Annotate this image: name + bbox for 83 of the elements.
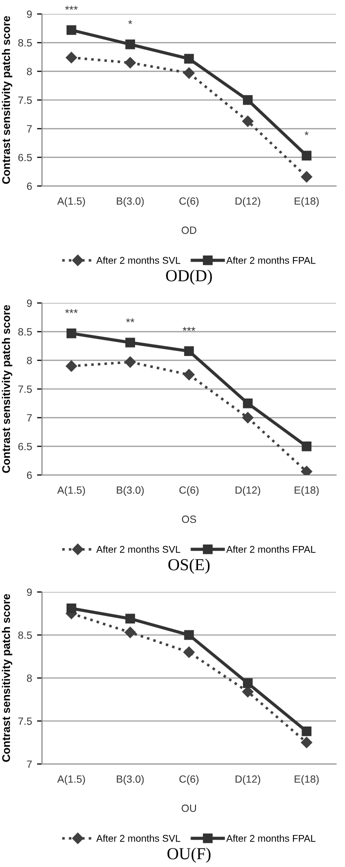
point <box>300 736 312 748</box>
point <box>184 346 194 356</box>
y-tick-label: 6 <box>27 182 32 190</box>
annotation: *** <box>65 309 78 314</box>
x-axis-title: OU <box>182 804 196 812</box>
annotation: *** <box>65 6 78 10</box>
y-tick-label: 8 <box>26 356 32 364</box>
point <box>66 25 76 35</box>
legend-label: After 2 months FPAL <box>226 546 316 553</box>
point <box>300 171 312 182</box>
y-axis-title: Contrast sensitivity patch score <box>2 16 12 184</box>
point <box>300 466 312 475</box>
point <box>302 726 312 736</box>
annotation: ** <box>126 318 134 322</box>
x-tick-label: C(6) <box>179 197 198 207</box>
point <box>242 116 254 127</box>
x-tick-label: E(18) <box>294 197 319 207</box>
y-tick-label: 8.5 <box>18 328 32 336</box>
y-tick-label: 7.5 <box>18 386 32 393</box>
y-tick-label: 9 <box>26 10 32 18</box>
legend-label: After 2 months FPAL <box>226 834 316 842</box>
x-tick-label: C(6) <box>179 775 198 785</box>
point <box>242 95 253 105</box>
x-tick-label: A(1.5) <box>57 775 85 785</box>
x-tick-label: C(6) <box>179 486 198 496</box>
x-tick-label: D(12) <box>236 197 260 207</box>
point <box>125 40 136 50</box>
point <box>242 412 254 424</box>
text: OU(F) <box>167 848 210 863</box>
legend-label: After 2 months SVL <box>96 256 180 264</box>
point <box>124 626 136 638</box>
x-axis-title: OS <box>182 516 196 523</box>
y-tick-label: 9 <box>26 588 32 596</box>
y-axis-title: Contrast sensitivity patch score <box>2 305 12 473</box>
legend-label: After 2 months FPAL <box>226 256 316 264</box>
point <box>183 646 195 658</box>
x-tick-label: D(12) <box>236 775 260 785</box>
point <box>124 356 136 368</box>
y-tick-label: 8.5 <box>18 39 32 47</box>
point <box>124 57 136 68</box>
x-tick-label: A(1.5) <box>57 486 85 496</box>
y-tick-label: 7.5 <box>18 96 32 104</box>
y-tick-label: 9 <box>26 300 32 307</box>
point <box>183 67 195 79</box>
y-tick-label: 6.5 <box>18 442 32 450</box>
point <box>302 441 312 452</box>
text: OS(E) <box>168 558 210 574</box>
point <box>183 369 195 380</box>
point <box>184 54 194 64</box>
x-tick-label: E(18) <box>294 486 319 496</box>
legend-label: After 2 months SVL <box>96 546 180 553</box>
y-tick-label: 7.5 <box>18 718 32 725</box>
y-tick-label: 6 <box>27 472 32 479</box>
y-axis-title: Contrast sensitivity patch score <box>2 594 12 762</box>
x-axis-title: OD <box>182 226 196 234</box>
point <box>242 398 253 408</box>
x-tick-label: E(18) <box>294 775 319 785</box>
point <box>242 678 253 688</box>
annotation: * <box>304 131 309 136</box>
y-tick-label: 7 <box>27 125 32 132</box>
x-tick-label: B(3.0) <box>116 775 144 785</box>
x-tick-label: B(3.0) <box>116 486 144 496</box>
y-tick-label: 8.5 <box>18 632 32 639</box>
point <box>302 150 312 160</box>
point <box>125 338 136 348</box>
point <box>66 360 78 372</box>
x-tick-label: A(1.5) <box>57 197 85 207</box>
point <box>125 614 136 624</box>
y-tick-label: 8 <box>26 674 32 682</box>
annotation: * <box>128 20 132 24</box>
point <box>66 603 76 614</box>
point <box>66 52 78 64</box>
text: OD(D) <box>166 270 212 285</box>
x-tick-label: B(3.0) <box>116 197 144 207</box>
point <box>66 328 76 338</box>
y-tick-label: 7 <box>27 760 32 768</box>
y-tick-label: 6.5 <box>18 154 32 162</box>
point <box>184 630 194 640</box>
x-tick-label: D(12) <box>236 486 260 496</box>
y-tick-label: 8 <box>26 68 32 76</box>
y-tick-label: 7 <box>27 414 32 422</box>
legend-label: After 2 months SVL <box>96 834 180 842</box>
annotation: *** <box>182 326 196 331</box>
